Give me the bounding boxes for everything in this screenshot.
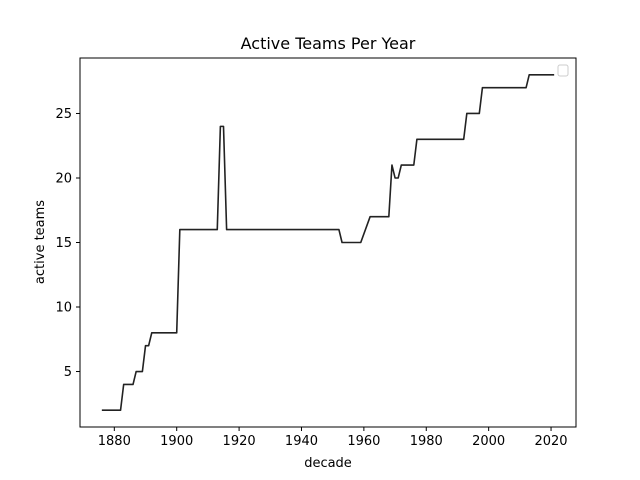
- x-tick-label-2020: 2020: [534, 434, 567, 449]
- y-tick-label-25: 25: [55, 107, 72, 122]
- x-tick-label-1940: 1940: [285, 434, 318, 449]
- y-tick-label-5: 5: [64, 365, 72, 380]
- series-line-0: [101, 73, 555, 412]
- y-tick-label-15: 15: [55, 236, 72, 251]
- y-tick-label-20: 20: [55, 171, 72, 186]
- y-axis-label: active teams: [33, 200, 48, 284]
- x-tick-label-2000: 2000: [472, 434, 505, 449]
- y-tick-label-10: 10: [55, 301, 72, 316]
- x-tick-label-1980: 1980: [410, 434, 443, 449]
- x-tick-label-1960: 1960: [347, 434, 380, 449]
- x-axis-label: decade: [304, 456, 352, 471]
- x-tick-label-1900: 1900: [160, 434, 193, 449]
- legend-box: [557, 64, 569, 77]
- x-tick-label-1880: 1880: [98, 434, 131, 449]
- chart-title: Active Teams Per Year: [241, 34, 416, 53]
- plot-area: 1880 1900 1920 1940 1960 1980 2000 2020 5 10 15 20 2…: [55, 57, 577, 449]
- x-tick-label-1920: 1920: [223, 434, 256, 449]
